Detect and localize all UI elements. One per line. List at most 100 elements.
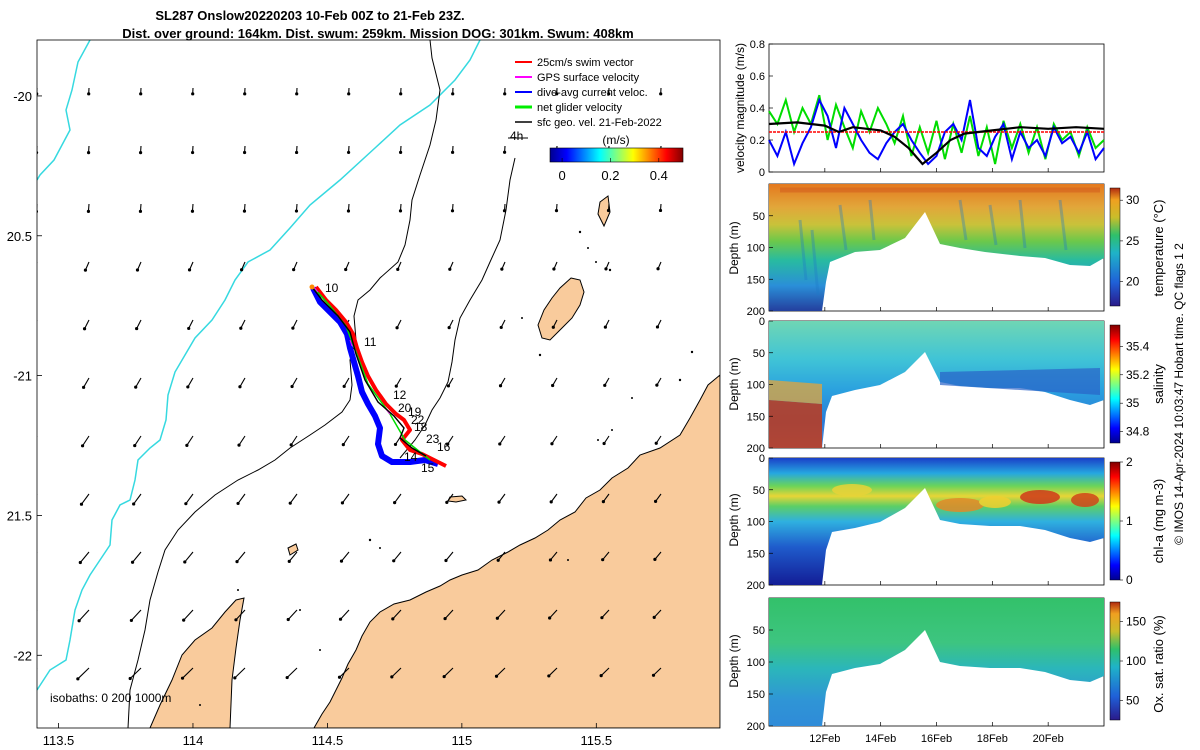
legend-label-gps-velocity: GPS surface velocity	[537, 72, 640, 84]
current-vector-head	[552, 267, 556, 271]
current-vector	[497, 551, 506, 561]
current-vector-head	[450, 209, 455, 213]
current-vector-head	[86, 209, 91, 214]
current-vector	[392, 609, 402, 620]
current-vector	[184, 551, 194, 563]
salinity-colorbar	[1109, 324, 1121, 444]
current-vector	[290, 435, 298, 446]
current-vector-head	[87, 92, 91, 96]
current-vector-head	[239, 268, 244, 272]
current-vector-head	[599, 674, 603, 678]
current-vector-head	[606, 208, 611, 213]
depth-tick-label: 100	[747, 380, 765, 392]
day-labels: 10 11 12 20 19 22 18 23 16 14 15	[325, 281, 451, 475]
current-vector	[238, 435, 246, 446]
current-vector	[340, 609, 350, 620]
current-vector-head	[445, 500, 449, 504]
current-vector-head	[234, 618, 238, 622]
date-tick-label: 12Feb	[809, 733, 840, 745]
chla-colorbar-label: chl-a (mg m-3)	[1151, 479, 1166, 564]
island-small-2	[287, 543, 299, 556]
current-vector-head	[285, 675, 289, 680]
oxygen-y-label: Depth (m)	[727, 634, 741, 687]
day-label: 20	[398, 401, 412, 415]
current-vector-head	[289, 443, 293, 447]
current-vector-head	[180, 676, 185, 680]
current-vector	[548, 667, 558, 677]
current-vector	[291, 377, 298, 387]
map-x-tick-label: 115.5	[581, 733, 613, 748]
current-vector	[182, 667, 194, 679]
salinity-high-salt-patch	[769, 400, 822, 448]
current-vector-head	[342, 384, 346, 388]
current-vector-head	[654, 441, 658, 445]
current-vector-head	[500, 267, 504, 271]
current-vector-head	[233, 676, 237, 680]
current-vector-head	[76, 677, 80, 681]
current-vector-head	[138, 209, 143, 213]
current-vector-head	[341, 443, 345, 447]
current-vector-head	[238, 385, 242, 389]
current-vector-head	[294, 209, 299, 213]
temperature-panel: 50 100 150 200 Depth (m) 20 25 30 temperature…	[727, 183, 1166, 318]
current-vector-head	[659, 92, 663, 96]
chla-y-ticks: 0 50 100 150 200	[747, 453, 773, 592]
mainland-coast	[313, 374, 720, 728]
depth-tick-label: 50	[753, 625, 765, 637]
temperature-colorbar-label: temperature (°C)	[1151, 200, 1166, 297]
map-colorbar	[549, 147, 684, 163]
current-vector-head	[392, 559, 396, 563]
day-label: 16	[437, 440, 451, 454]
current-vector-head	[346, 209, 351, 213]
current-vector-head	[655, 383, 659, 387]
salinity-orange-patch	[769, 380, 822, 404]
current-vector-head	[29, 444, 32, 447]
current-vector-head	[390, 675, 394, 679]
current-vector-head	[551, 383, 555, 388]
velocity-y-tick-label: 0.4	[750, 103, 765, 115]
colorbar-tick-label: 150	[1126, 615, 1146, 629]
depth-tick-label: 200	[747, 306, 765, 318]
island-large	[537, 277, 585, 341]
peninsula-sw	[149, 597, 245, 728]
current-vector	[342, 435, 350, 445]
current-vector-head	[237, 443, 241, 447]
current-vector	[37, 378, 38, 380]
current-vector-head	[442, 674, 446, 679]
current-vector-head	[243, 92, 247, 96]
current-vector	[79, 551, 90, 563]
depth-tick-label: 0	[759, 453, 765, 465]
current-vector-head	[82, 385, 86, 389]
velocity-panel: 0 0.2 0.4 0.6 0.8 velocity magnitude (m/s)	[733, 39, 1105, 179]
current-vector-head	[26, 561, 29, 564]
glider-track-green	[313, 287, 431, 461]
current-vector	[135, 377, 142, 388]
current-vector	[341, 493, 350, 504]
map-x-tick-label: 114	[183, 733, 204, 748]
current-vector-head	[398, 150, 403, 154]
current-vector-head	[286, 617, 290, 622]
current-vector-head	[337, 675, 342, 679]
current-vector	[391, 667, 402, 678]
current-vector-head	[185, 443, 189, 447]
current-vector-head	[494, 674, 499, 678]
current-vector	[185, 493, 194, 505]
current-vector-head	[182, 618, 186, 622]
legend-label-dive-avg: dive-avg current veloc.	[537, 87, 648, 99]
salinity-colorbar-ticks: 34.8 35 35.2 35.4	[1120, 339, 1150, 439]
depth-tick-label: 100	[747, 517, 765, 529]
current-vector	[288, 551, 298, 562]
current-vector-head	[446, 442, 450, 446]
current-vector-head	[183, 560, 187, 564]
colorbar-tick-label: 35.2	[1126, 368, 1150, 382]
current-vector-head	[601, 558, 605, 562]
current-vector-head	[25, 619, 28, 622]
current-vector	[134, 435, 142, 446]
temperature-texture	[780, 187, 1100, 296]
current-vector-head	[30, 386, 33, 389]
current-vector	[37, 552, 38, 553]
footer-credit: © IMOS 14-Apr-2024 10:03:47 Hobart time.…	[1172, 243, 1186, 545]
current-vector-head	[551, 325, 555, 329]
current-vector-head	[498, 442, 502, 446]
